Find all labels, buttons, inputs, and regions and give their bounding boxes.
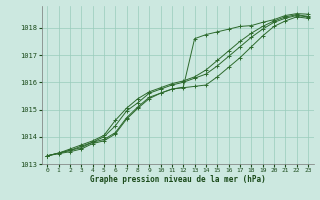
X-axis label: Graphe pression niveau de la mer (hPa): Graphe pression niveau de la mer (hPa)	[90, 175, 266, 184]
